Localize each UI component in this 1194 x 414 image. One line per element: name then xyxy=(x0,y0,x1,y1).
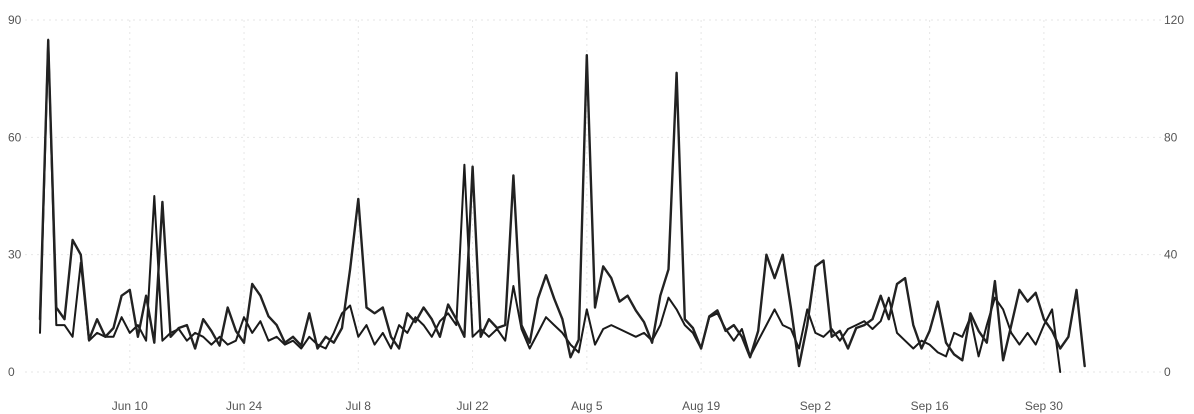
gridlines xyxy=(25,19,1165,373)
x-tick-label: Sep 30 xyxy=(1025,399,1063,413)
series-1-line xyxy=(39,38,1062,373)
x-axis: Jun 10 Jun 24 Jul 8 Jul 22 Aug 5 Aug 19 Sep 2 S… xyxy=(112,399,1063,413)
x-tick-label: Jun 24 xyxy=(226,399,262,413)
x-tick-label: Jun 10 xyxy=(112,399,148,413)
x-tick-label: Sep 16 xyxy=(911,399,949,413)
right-y-tick-label: 0 xyxy=(1164,365,1171,379)
series-2-line xyxy=(38,39,1086,368)
right-y-tick-label: 40 xyxy=(1164,248,1178,262)
x-tick-label: Aug 19 xyxy=(682,399,720,413)
x-tick-label: Aug 5 xyxy=(571,399,603,413)
left-y-axis: 0 30 60 90 xyxy=(8,13,22,379)
series-layer xyxy=(38,38,1086,373)
right-y-axis: 0 40 80 120 xyxy=(1164,13,1184,379)
right-y-tick-label: 120 xyxy=(1164,13,1184,27)
left-y-tick-label: 0 xyxy=(8,365,15,379)
x-tick-label: Jul 22 xyxy=(457,399,489,413)
left-y-tick-label: 60 xyxy=(8,130,22,144)
right-y-tick-label: 80 xyxy=(1164,130,1178,144)
left-y-tick-label: 30 xyxy=(8,248,22,262)
left-y-tick-label: 90 xyxy=(8,13,22,27)
x-tick-label: Jul 8 xyxy=(346,399,372,413)
x-tick-label: Sep 2 xyxy=(800,399,832,413)
